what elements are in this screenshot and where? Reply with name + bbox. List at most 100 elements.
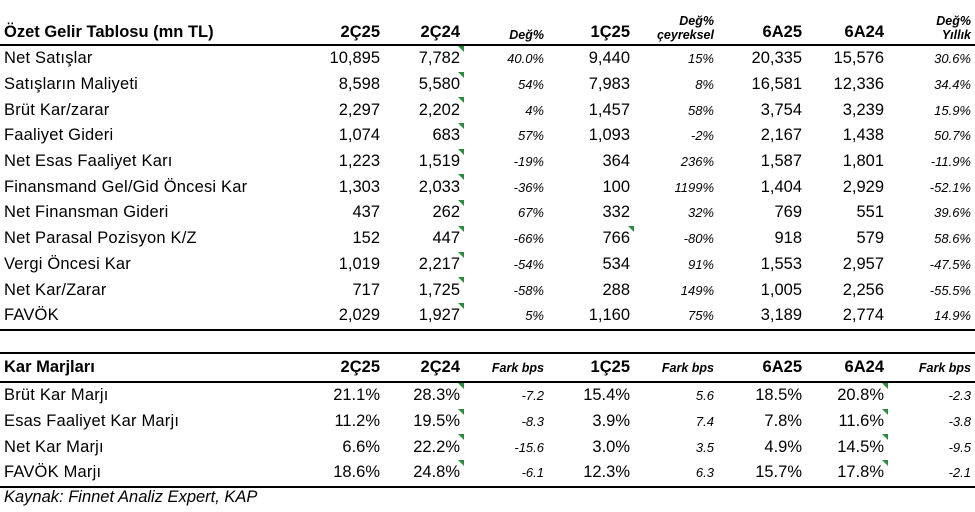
table-cell: 2,217 xyxy=(384,251,464,278)
table-cell: 18.5% xyxy=(755,386,802,405)
table-cell: 288 xyxy=(602,280,630,299)
row-label: FAVÖK xyxy=(4,306,59,325)
table-cell: 14.5% xyxy=(806,434,888,460)
table-cell: 579 xyxy=(856,229,884,248)
table-cell: 11.2% xyxy=(334,412,380,431)
table-cell: 3,754 xyxy=(760,100,802,119)
table-cell: 67% xyxy=(517,205,544,221)
row-label: Net Parasal Pozisyon K/Z xyxy=(4,229,197,248)
table-cell: 30.6% xyxy=(934,51,971,67)
table-cell: 5% xyxy=(525,308,544,324)
table-cell: 9,440 xyxy=(588,49,630,68)
income-statement-table: Özet Gelir Tablosu (mn TL) 2Ç25 2Ç24 Değ% 1Ç… xyxy=(0,14,975,330)
column-header: Fark bps xyxy=(918,360,971,375)
table-cell: 2,774 xyxy=(842,306,884,325)
table-cell: -7.2 xyxy=(521,388,544,404)
table-cell: 11.6% xyxy=(806,408,888,435)
table-row: Vergi Öncesi Kar 1,019 2,217 -54% 534 91% 1,55… xyxy=(0,251,975,278)
table-cell: 100 xyxy=(602,177,630,196)
table-cell: 149% xyxy=(680,282,714,298)
table-cell: -11.9% xyxy=(930,154,971,170)
table-cell: 7,983 xyxy=(588,75,630,94)
row-label: Satışların Maliyeti xyxy=(4,75,139,94)
table-cell: 54% xyxy=(517,77,544,93)
table-cell: 2,033 xyxy=(384,174,464,200)
table-cell: 28.3% xyxy=(384,382,464,409)
table-cell: 58% xyxy=(687,102,714,118)
row-label: Brüt Kar Marjı xyxy=(4,386,109,405)
table-cell: -52.1% xyxy=(929,179,971,195)
table-cell: 236% xyxy=(680,154,714,170)
table-cell: 534 xyxy=(602,254,630,273)
table-cell: 19.5% xyxy=(384,408,464,435)
table-cell: 15.4% xyxy=(583,386,630,405)
table-cell: -8.3 xyxy=(521,414,544,430)
table-cell: 16,581 xyxy=(751,75,802,94)
column-header: Değ% Yıllık xyxy=(936,14,971,42)
table-row: Brüt Kar/zarar 2,297 2,202 4% 1,457 58% 3,754 3… xyxy=(0,97,975,123)
table-row: Finansmand Gel/Gid Öncesi Kar 1,303 2,033 -… xyxy=(0,174,975,200)
table-cell: 15% xyxy=(687,51,714,67)
table-cell: 5,580 xyxy=(384,71,464,98)
row-label: Net Kar Marjı xyxy=(4,437,104,456)
table-cell: 2,029 xyxy=(338,306,380,325)
table-cell: 15.7% xyxy=(755,463,802,482)
table-cell: 1,160 xyxy=(588,306,630,325)
table-row: Net Kar/Zarar 717 1,725 -58% 288 149% 1,005 2,2… xyxy=(0,277,975,303)
table-cell: 1,093 xyxy=(588,126,630,145)
table-cell: 22.2% xyxy=(384,434,464,460)
table-cell: 1,457 xyxy=(588,100,630,119)
table-cell: 7,782 xyxy=(384,45,464,72)
table-title: Kar Marjları xyxy=(4,358,95,376)
table-cell: 50.7% xyxy=(934,128,971,144)
table-cell: 21.1% xyxy=(333,386,380,405)
table-cell: 2,167 xyxy=(760,126,802,145)
column-header: Değ% xyxy=(509,28,544,42)
table-cell: 437 xyxy=(352,203,380,222)
column-header: 1Ç25 xyxy=(590,358,630,376)
table-cell: 332 xyxy=(602,203,630,222)
table-cell: 24.8% xyxy=(384,460,464,487)
column-header: 2Ç24 xyxy=(420,23,460,41)
row-label: Net Esas Faaliyet Karı xyxy=(4,152,173,171)
table-cell: 2,256 xyxy=(842,280,884,299)
table-cell: 1,005 xyxy=(760,280,802,299)
table-cell: 1,223 xyxy=(338,152,380,171)
table-cell: 20.8% xyxy=(806,382,888,409)
table-cell: 1,074 xyxy=(338,126,380,145)
row-label: Esas Faaliyet Kar Marjı xyxy=(4,412,180,431)
table-cell: -66% xyxy=(513,231,544,247)
table-cell: 1,801 xyxy=(842,152,884,171)
table-cell: 8% xyxy=(695,77,714,93)
table-cell: 918 xyxy=(774,229,802,248)
header-row: Kar Marjları 2Ç25 2Ç24 Fark bps 1Ç25 Fark bps… xyxy=(0,353,975,382)
table-cell: 1,303 xyxy=(338,177,380,196)
table-cell: 14.9% xyxy=(934,308,971,324)
row-label: Net Finansman Gideri xyxy=(4,203,169,222)
table-cell: 40.0% xyxy=(507,51,544,67)
row-label: Faaliyet Gideri xyxy=(4,126,114,145)
table-cell: 152 xyxy=(352,229,380,248)
column-header: Değ% çeyreksel xyxy=(656,14,714,42)
table-cell: 717 xyxy=(352,280,380,299)
table-cell: 3,189 xyxy=(760,306,802,325)
table-cell: -2% xyxy=(690,128,714,144)
table-cell: -2.1 xyxy=(948,465,971,481)
table-row: Net Kar Marjı 6.6% 22.2% -15.6 3.0% 3.5 4.9% 14… xyxy=(0,434,975,460)
table-cell: 4% xyxy=(525,102,544,118)
row-label: Finansmand Gel/Gid Öncesi Kar xyxy=(4,177,248,196)
row-label: Brüt Kar/zarar xyxy=(4,100,110,119)
table-cell: 551 xyxy=(856,203,884,222)
table-row: Faaliyet Gideri 1,074 683 57% 1,093 -2% 2,167 1… xyxy=(0,123,975,149)
column-header: Fark bps xyxy=(661,360,714,375)
table-cell: 1,019 xyxy=(338,254,380,273)
table-cell: -80% xyxy=(683,231,714,247)
table-cell: 3.5 xyxy=(695,439,714,455)
column-header: 6A25 xyxy=(762,358,802,376)
table-cell: 1,553 xyxy=(760,254,802,273)
column-header: 6A24 xyxy=(844,358,884,376)
table-cell: 1,927 xyxy=(384,302,464,330)
row-label: Net Satışlar xyxy=(4,49,93,68)
column-header: 6A25 xyxy=(762,23,802,41)
table-cell: 7.8% xyxy=(764,412,802,431)
